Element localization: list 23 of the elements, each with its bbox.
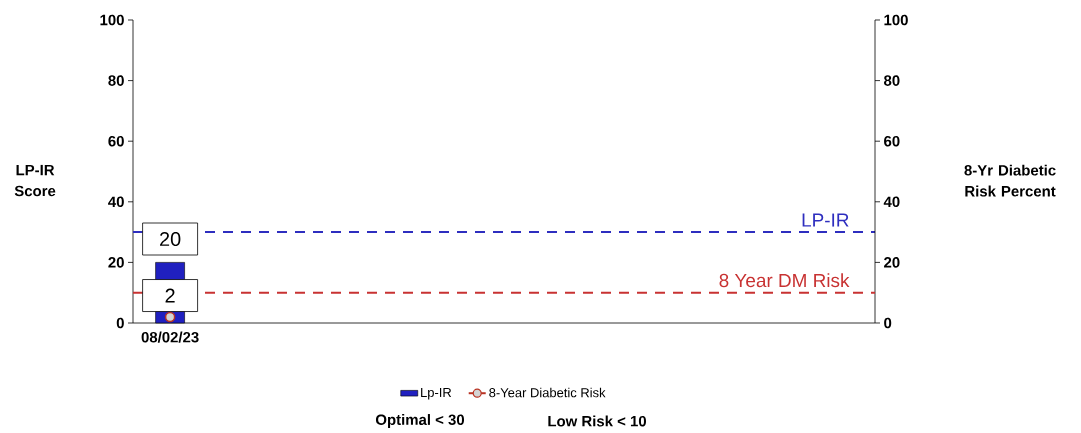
text: Low Risk < 10 <box>548 415 646 427</box>
y-tick-label: 0 <box>116 317 124 329</box>
legend-label: 8-Year Diabetic Risk <box>489 387 606 398</box>
ref-line-label: LP-IR <box>802 213 849 227</box>
y2-axis-title: 8-Yr Diabetic Risk Percent <box>964 164 1056 197</box>
y2-tick-label: 100 <box>884 14 908 26</box>
y-tick-label: 60 <box>108 135 124 147</box>
y-tick-label: 40 <box>108 196 124 208</box>
y-tick-label: 20 <box>108 257 124 268</box>
ref-line-label: 8 Year DM Risk <box>719 273 850 288</box>
y2-tick-label: 0 <box>884 317 892 329</box>
y2-tick-label: 80 <box>884 75 900 86</box>
legend-label: Lp-IR <box>421 388 452 400</box>
x-tick-label: 08/02/23 <box>141 331 199 343</box>
text: Optimal < 30 <box>375 414 465 428</box>
data-label: 20 <box>160 231 181 247</box>
y2-tick-label: 40 <box>883 196 900 208</box>
y-tick-label: 80 <box>108 75 124 86</box>
y2-tick-label: 20 <box>884 257 900 268</box>
data-label: 2 <box>165 288 175 303</box>
y-axis-title: LP-IR Score <box>14 164 56 197</box>
y-tick-label: 100 <box>100 14 124 26</box>
y2-tick-label: 60 <box>884 135 900 147</box>
